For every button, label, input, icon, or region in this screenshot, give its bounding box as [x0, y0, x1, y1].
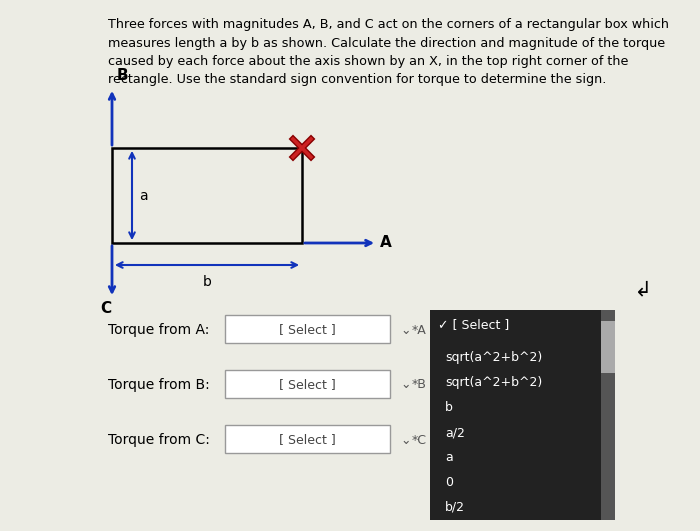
Bar	[225, 315, 390, 343]
Text: *B: *B	[412, 379, 427, 391]
Text: *A: *A	[412, 323, 427, 337]
Text: *C: *C	[412, 433, 427, 447]
Bar	[112, 148, 302, 243]
Bar	[601, 321, 615, 373]
Text: b: b	[445, 401, 453, 414]
Text: [ Select ]: [ Select ]	[279, 433, 336, 447]
Text: [ Select ]: [ Select ]	[279, 379, 336, 391]
Text: Torque from A:: Torque from A:	[108, 323, 209, 337]
Text: Torque from B:: Torque from B:	[108, 378, 210, 392]
Text: 0: 0	[445, 476, 453, 489]
Text: sqrt(a^2+b^2): sqrt(a^2+b^2)	[445, 376, 542, 389]
Text: a/2: a/2	[445, 426, 465, 439]
Text: Three forces with magnitudes A, B, and C act on the corners of a rectangular box: Three forces with magnitudes A, B, and C…	[108, 18, 669, 87]
Bar	[601, 310, 615, 520]
Text: [ Select ]: [ Select ]	[279, 323, 336, 337]
Text: b/2: b/2	[445, 501, 465, 514]
Text: sqrt(a^2+b^2): sqrt(a^2+b^2)	[445, 351, 542, 364]
Bar	[225, 425, 390, 453]
Text: C: C	[100, 301, 111, 316]
Bar	[225, 370, 390, 398]
Text: a: a	[445, 451, 453, 464]
Text: ⌄: ⌄	[400, 433, 410, 447]
Text: A: A	[380, 235, 392, 250]
Text: B: B	[117, 68, 129, 83]
Text: ⌄: ⌄	[400, 323, 410, 337]
Text: Torque from C:: Torque from C:	[108, 433, 210, 447]
Text: ⌄: ⌄	[400, 379, 410, 391]
Text: a: a	[139, 189, 148, 202]
Text: ✓ [ Select ]: ✓ [ Select ]	[438, 319, 510, 331]
Bar	[430, 310, 615, 520]
Text: b: b	[202, 275, 211, 289]
Text: ↱: ↱	[626, 275, 644, 295]
